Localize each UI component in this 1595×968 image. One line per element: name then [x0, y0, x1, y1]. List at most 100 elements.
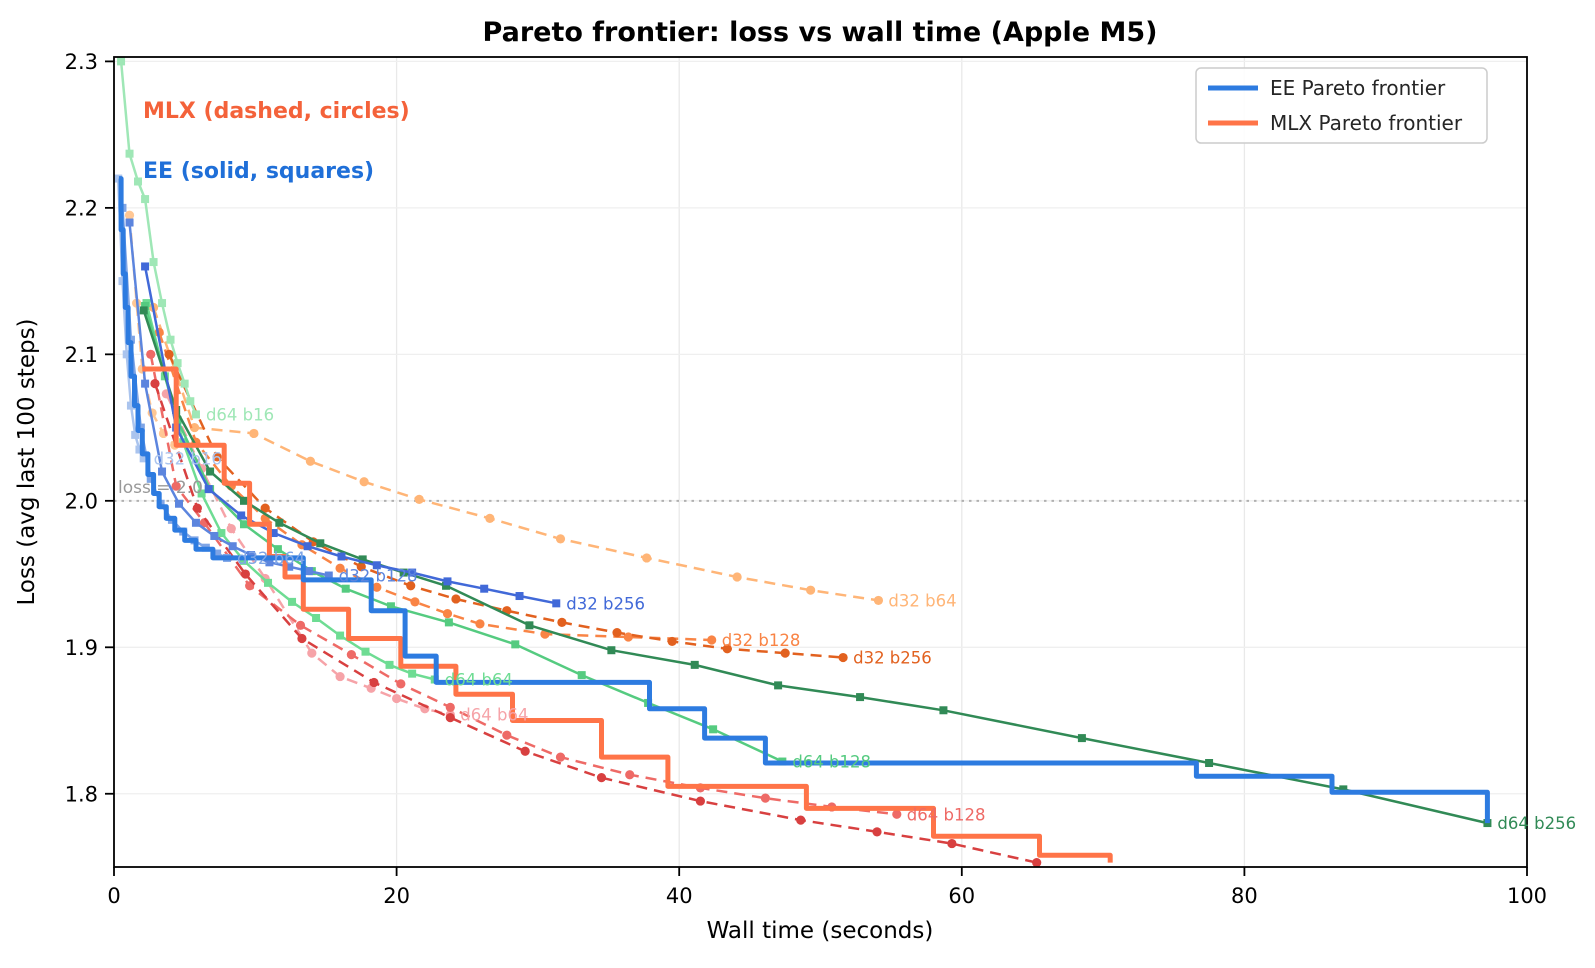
circle-marker: [892, 809, 902, 819]
square-marker: [166, 335, 175, 344]
circle-marker: [356, 562, 366, 572]
square-marker: [141, 262, 150, 271]
circle-marker: [667, 636, 677, 647]
circle-marker: [240, 569, 251, 579]
series-mlx-d64-b256: [150, 379, 1042, 867]
circle-marker: [838, 652, 848, 663]
square-marker: [358, 555, 367, 564]
square-marker: [173, 359, 182, 368]
mlx-style-annotation: MLX (dashed, circles): [143, 99, 410, 124]
square-marker: [239, 496, 248, 505]
circle-marker: [623, 632, 633, 642]
square-marker: [136, 423, 145, 432]
square-marker: [247, 551, 256, 560]
square-marker: [264, 578, 273, 587]
square-marker: [273, 545, 282, 554]
y-tick-label-2: 2.0: [65, 489, 98, 513]
series-end-labels: d32 b64 d32 b128 d32 b256 d64 b64 d64 b128 d6…: [154, 405, 1576, 833]
square-marker: [408, 669, 417, 678]
square-marker: [126, 401, 135, 410]
legend-mlx-label: MLX Pareto frontier: [1270, 111, 1463, 135]
circle-marker: [796, 815, 806, 825]
square-marker: [341, 584, 350, 593]
y-tick-label-1.8: 1.8: [65, 782, 98, 806]
square-marker: [149, 258, 158, 267]
series-label-ee-d32-b128: d32 b128: [339, 567, 418, 586]
square-marker: [1205, 759, 1214, 768]
square-marker: [304, 567, 313, 576]
circle-marker: [414, 494, 424, 504]
series-label-ee-d64-b256: d64 b256: [1497, 814, 1576, 833]
series-label-mlx-d32-b64: d32 b64: [888, 591, 956, 610]
circle-marker: [260, 503, 270, 513]
circle-marker: [760, 793, 770, 803]
circle-marker: [557, 617, 567, 627]
circle-marker: [520, 746, 530, 756]
circle-marker: [369, 677, 379, 688]
series-label-mlx-d32-b128: d32 b128: [722, 631, 801, 650]
y-tick-label-2.3: 2.3: [65, 50, 98, 74]
square-marker: [577, 671, 586, 680]
circle-marker: [445, 702, 455, 712]
square-marker: [525, 621, 534, 630]
square-marker: [1339, 785, 1348, 794]
circle-marker: [297, 633, 307, 644]
square-marker: [324, 571, 333, 580]
square-marker: [139, 306, 148, 315]
circle-marker: [396, 679, 406, 689]
circle-marker: [502, 730, 512, 740]
square-marker: [134, 177, 143, 186]
circle-marker: [392, 693, 402, 704]
circle-marker: [410, 597, 420, 607]
square-marker: [408, 568, 417, 577]
square-marker: [709, 725, 718, 734]
circle-marker: [245, 581, 255, 591]
square-marker: [126, 335, 135, 344]
series-label-ee-d64-b64: d64 b64: [445, 671, 513, 690]
square-marker: [125, 149, 134, 158]
circle-marker: [873, 595, 884, 606]
series-label-ee-d32-b64: d32 b64: [237, 549, 305, 568]
square-marker: [213, 549, 222, 558]
circle-marker: [335, 671, 345, 682]
square-marker: [856, 693, 865, 702]
series-label-mlx-d64-b64: d64 b64: [460, 706, 528, 725]
square-marker: [336, 631, 345, 640]
square-marker: [117, 57, 126, 66]
square-marker: [197, 489, 206, 498]
square-marker: [191, 410, 200, 419]
series-label-mlx-d32-b256: d32 b256: [853, 649, 932, 668]
square-marker: [131, 430, 140, 439]
circle-marker: [555, 752, 566, 762]
series-label-ee-d64-b16: d64 b16: [206, 405, 274, 424]
square-marker: [939, 706, 948, 715]
circle-marker: [625, 770, 635, 780]
circle-marker: [947, 838, 957, 849]
circle-marker: [722, 644, 732, 654]
square-marker: [399, 568, 408, 577]
square-marker: [385, 660, 394, 669]
x-tick-label-20: 20: [383, 884, 410, 908]
square-marker: [312, 613, 321, 622]
circle-marker: [445, 712, 455, 723]
square-marker: [186, 397, 195, 406]
loss-threshold-label: loss = 2.0: [118, 478, 203, 498]
circle-marker: [346, 650, 356, 660]
circle-marker: [307, 648, 317, 658]
series-ee-d32-b128: [125, 218, 333, 580]
circle-marker: [212, 452, 222, 462]
circle-marker: [780, 648, 790, 658]
circle-marker: [485, 513, 495, 523]
series-line: [145, 302, 436, 681]
square-marker: [690, 660, 699, 669]
circle-marker: [249, 428, 259, 439]
circle-marker: [732, 572, 742, 582]
pareto-frontier-lines: [118, 176, 1490, 863]
square-marker: [125, 218, 134, 227]
series-mlx-d64-b128: [146, 349, 902, 819]
square-marker: [361, 647, 370, 656]
circle-marker: [442, 609, 453, 619]
square-marker: [174, 499, 183, 508]
